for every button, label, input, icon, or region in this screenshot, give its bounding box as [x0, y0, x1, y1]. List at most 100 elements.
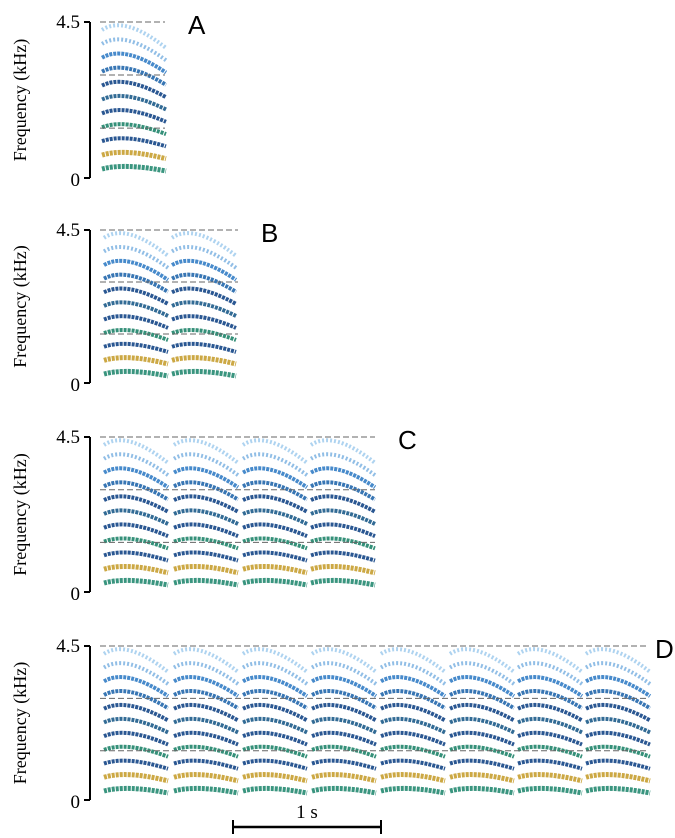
harmonic — [172, 438, 240, 465]
harmonic — [172, 452, 240, 477]
harmonic — [242, 508, 308, 526]
harmonic — [172, 466, 240, 489]
harmonic — [103, 550, 169, 563]
harmonic — [173, 730, 239, 747]
harmonic — [379, 647, 447, 674]
harmonic — [242, 730, 308, 747]
harmonic — [517, 716, 583, 735]
harmonic — [101, 93, 167, 112]
y-axis-label: Frequency (kHz) — [10, 39, 31, 161]
harmonic — [310, 494, 376, 514]
harmonic — [101, 163, 167, 174]
harmonic — [585, 758, 651, 771]
harmonic — [311, 785, 377, 796]
harmonic — [309, 452, 377, 477]
harmonic — [170, 231, 238, 258]
harmonic — [103, 702, 169, 723]
harmonic — [380, 785, 446, 796]
harmonic — [516, 675, 584, 698]
harmonic — [101, 65, 168, 87]
harmonic — [242, 577, 308, 588]
harmonic — [173, 522, 239, 538]
harmonic — [380, 744, 446, 759]
harmonic — [584, 647, 652, 674]
harmonic — [173, 508, 239, 526]
harmonic — [241, 661, 309, 686]
panel: 4.5 0 Frequency (kHz) D — [10, 634, 674, 813]
harmonic — [585, 689, 652, 710]
harmonic — [173, 785, 239, 796]
panel-label: A — [188, 10, 206, 40]
harmonic — [103, 368, 169, 379]
harmonic — [171, 272, 238, 294]
harmonic — [379, 675, 447, 698]
harmonic — [517, 730, 583, 747]
harmonic — [449, 689, 516, 710]
y-tick-label: 0 — [71, 584, 81, 605]
harmonic — [101, 149, 167, 162]
harmonic — [310, 675, 378, 698]
harmonic — [171, 314, 237, 330]
harmonic — [173, 550, 239, 563]
harmonic — [242, 758, 308, 771]
harmonic — [242, 689, 309, 710]
harmonic — [242, 772, 308, 784]
harmonic — [242, 702, 308, 723]
y-tick-label: 4.5 — [56, 12, 80, 33]
harmonic — [449, 758, 515, 771]
harmonic — [449, 730, 515, 747]
harmonic — [242, 494, 308, 514]
harmonic — [242, 480, 309, 502]
harmonic — [309, 466, 377, 489]
harmonic — [173, 758, 239, 771]
y-tick-label: 4.5 — [56, 636, 80, 657]
harmonic — [171, 300, 237, 318]
harmonic — [103, 730, 169, 747]
y-axis-label: Frequency (kHz) — [10, 662, 31, 784]
harmonic — [449, 702, 515, 723]
harmonic — [241, 438, 309, 465]
harmonic — [242, 550, 308, 563]
harmonic — [379, 661, 447, 686]
harmonic — [449, 744, 515, 759]
harmonic — [517, 689, 584, 710]
harmonic — [173, 480, 240, 502]
harmonic — [103, 758, 169, 771]
harmonic — [516, 661, 584, 686]
harmonic — [103, 355, 169, 367]
y-axis-label: Frequency (kHz) — [10, 453, 31, 575]
harmonic — [173, 536, 239, 551]
harmonic — [102, 647, 170, 674]
harmonic — [100, 23, 168, 50]
harmonic — [448, 661, 516, 686]
harmonic — [517, 772, 583, 784]
harmonic — [103, 508, 169, 526]
harmonic — [310, 550, 376, 563]
harmonic — [171, 368, 237, 379]
harmonic — [311, 689, 378, 710]
harmonic — [173, 702, 239, 723]
harmonic — [310, 661, 378, 686]
harmonic — [310, 508, 376, 526]
harmonic — [103, 536, 169, 551]
harmonic — [449, 772, 515, 784]
harmonic — [103, 577, 169, 588]
harmonic — [173, 716, 239, 735]
harmonic — [380, 702, 446, 723]
harmonic — [310, 577, 376, 588]
scale-bar-label: 1 s — [296, 802, 318, 823]
harmonic — [585, 785, 651, 796]
harmonic — [103, 785, 169, 796]
harmonic — [310, 647, 378, 674]
harmonic — [310, 522, 376, 538]
panel-label: B — [261, 218, 278, 248]
harmonic — [242, 522, 308, 538]
harmonic — [449, 716, 515, 735]
harmonic — [585, 744, 651, 759]
harmonic — [380, 772, 446, 784]
harmonic — [585, 730, 651, 747]
harmonic — [103, 480, 170, 502]
harmonic — [380, 758, 446, 771]
harmonic — [101, 122, 167, 136]
harmonic — [242, 785, 308, 796]
